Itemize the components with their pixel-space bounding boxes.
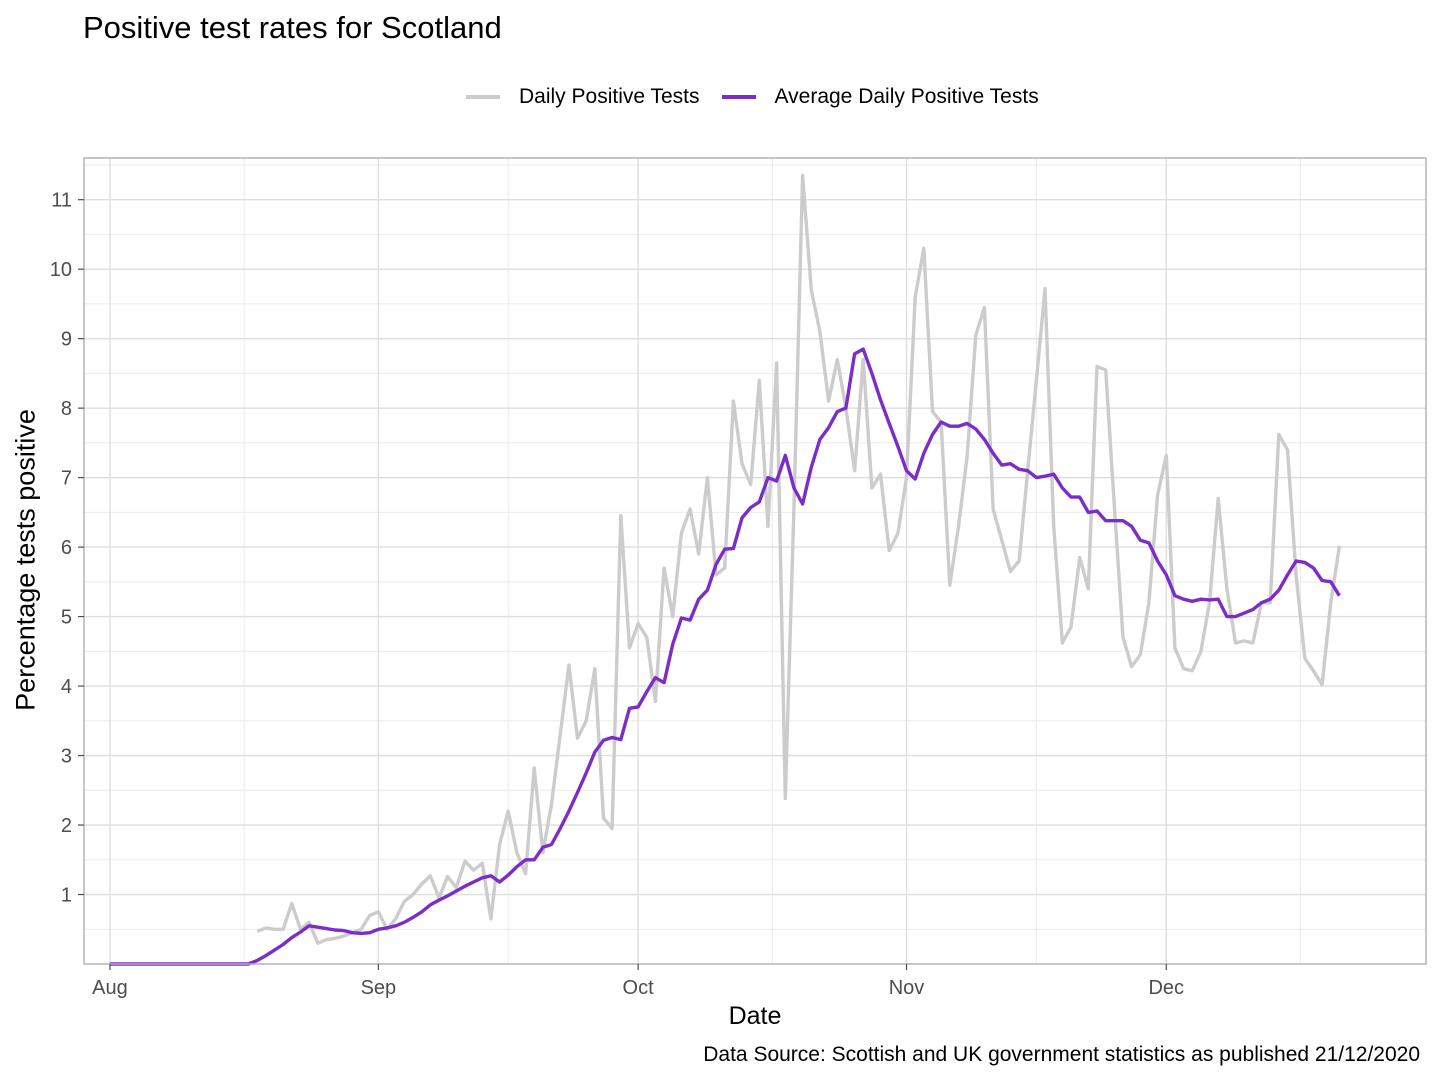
x-tick-label: Oct: [623, 977, 655, 999]
legend-item-daily: Daily Positive Tests: [466, 85, 700, 109]
series-line-average-daily-positive-tests: [110, 347, 1341, 966]
y-tick-label: 4: [61, 676, 72, 698]
legend: Daily Positive Tests Average Daily Posit…: [466, 83, 1061, 111]
axis-layer: Aug Sep Oct Nov Dec 1 2 3 4 5 6 7 8 9 10 11: [50, 190, 1184, 999]
panel-border: [83, 157, 1427, 965]
y-tick-label: 2: [61, 815, 72, 837]
series-layer: [110, 173, 1342, 966]
y-tick-label: 10: [50, 259, 72, 281]
y-tick-label: 5: [61, 607, 72, 629]
y-tick-label: 9: [61, 329, 72, 351]
legend-label-average: Average Daily Positive Tests: [774, 85, 1039, 108]
x-axis-label: Date: [728, 1002, 782, 1030]
chart-title: Positive test rates for Scotland: [83, 10, 502, 45]
y-tick-label: 6: [61, 537, 72, 559]
y-tick-label: 8: [61, 398, 72, 420]
legend-item-average: Average Daily Positive Tests: [721, 85, 1039, 109]
y-tick-label: 3: [61, 746, 72, 768]
grid: [84, 158, 1426, 964]
x-tick-label: Dec: [1148, 977, 1184, 999]
legend-swatch-average: [721, 95, 756, 99]
legend-swatch-daily: [466, 95, 500, 99]
legend-label-daily: Daily Positive Tests: [519, 85, 700, 108]
y-axis-label: Percentage tests positive: [10, 409, 41, 711]
y-tick-label: 11: [51, 190, 72, 212]
data-source-caption: Data Source: Scottish and UK government …: [703, 1043, 1420, 1066]
x-tick-label: Sep: [361, 977, 397, 999]
series-line-daily-positive-tests: [256, 173, 1342, 945]
y-tick-label: 1: [61, 885, 72, 907]
x-tick-label: Aug: [92, 977, 128, 999]
x-tick-label: Nov: [889, 977, 925, 999]
y-tick-label: 7: [61, 468, 72, 490]
